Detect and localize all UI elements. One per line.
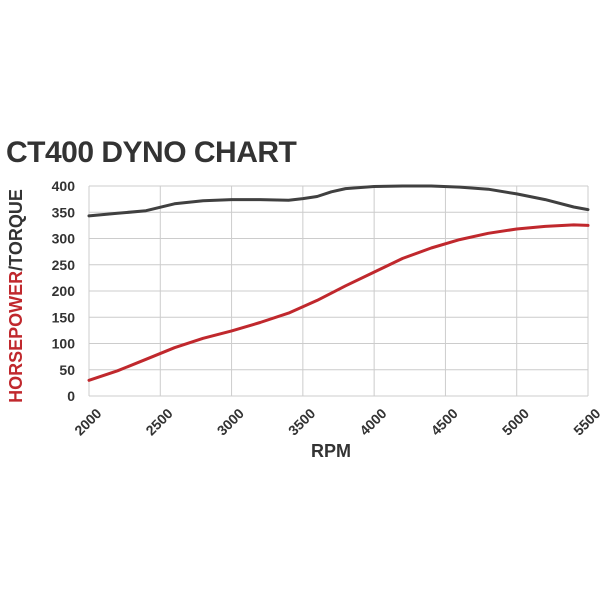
y-tick-label-2: 100: [52, 336, 76, 352]
y-tick-label-8: 400: [52, 178, 76, 194]
x-tick-label-2: 3000: [214, 405, 247, 438]
x-tick-labels: 2000 2500 3000 3500 4000 4500 5000 5500: [71, 405, 600, 438]
y-tick-label-1: 50: [59, 362, 75, 378]
y-tick-labels: 0 50 100 150 200 250 300 350 400: [52, 178, 76, 404]
y-tick-label-5: 250: [52, 257, 76, 273]
series-lines: [87, 184, 590, 382]
horsepower-line: [87, 223, 590, 382]
y-axis-label: HORSEPOWER/TORQUE: [6, 189, 26, 403]
y-axis-label-horsepower: HORSEPOWER: [6, 271, 26, 403]
y-tick-label-7: 350: [52, 204, 76, 220]
y-tick-label-3: 150: [52, 309, 76, 325]
x-tick-label-1: 2500: [142, 405, 175, 438]
x-tick-label-7: 5500: [570, 405, 600, 438]
x-axis-label: RPM: [311, 441, 351, 461]
grid-lines: [88, 185, 589, 397]
x-tick-label-3: 3500: [285, 405, 318, 438]
y-tick-label-6: 300: [52, 231, 76, 247]
x-tick-label-5: 4500: [428, 405, 461, 438]
torque-line: [87, 184, 590, 218]
y-tick-label-0: 0: [67, 388, 75, 404]
y-tick-label-4: 200: [52, 283, 76, 299]
x-tick-label-6: 5000: [499, 405, 532, 438]
x-tick-label-4: 4000: [356, 405, 389, 438]
y-axis-label-torque: /TORQUE: [6, 189, 26, 271]
x-tick-label-0: 2000: [71, 405, 104, 438]
chart-title: CT400 DYNO CHART: [6, 136, 297, 169]
